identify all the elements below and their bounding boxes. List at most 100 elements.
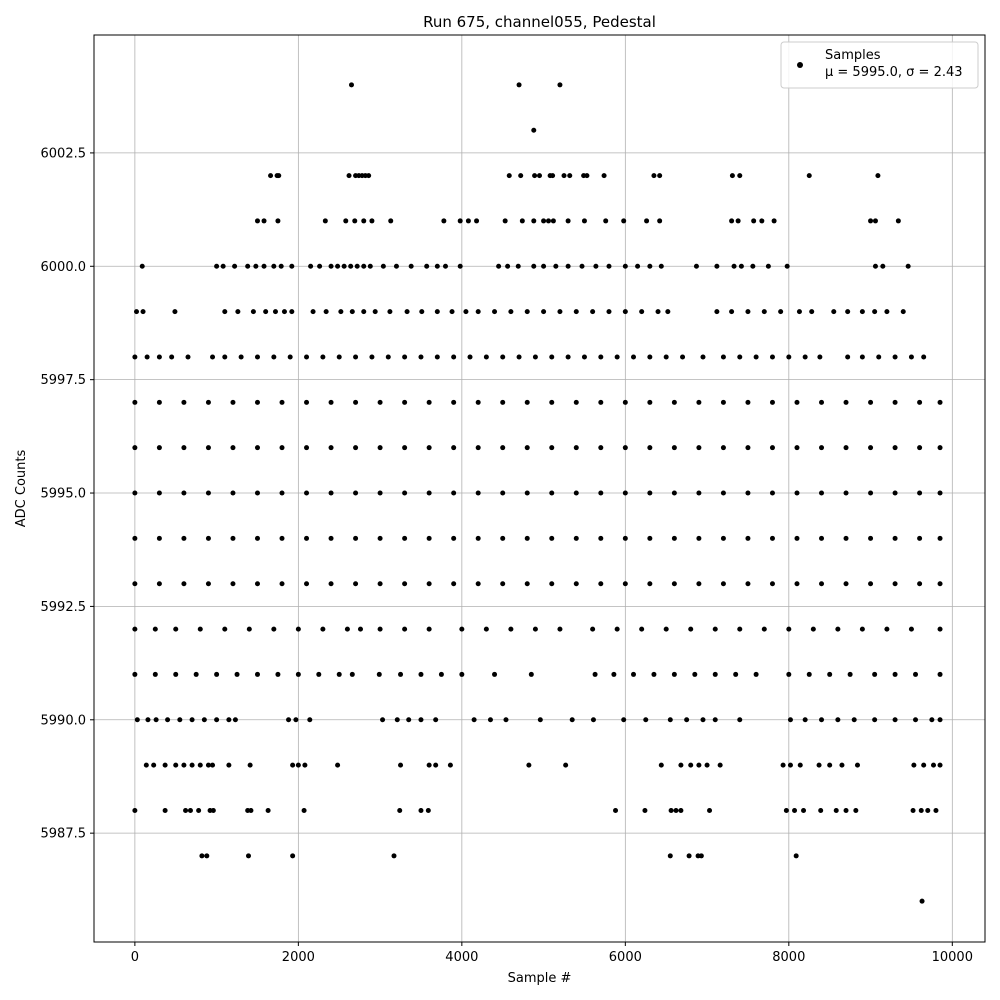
data-point	[185, 354, 191, 360]
data-point	[145, 717, 151, 723]
data-point	[173, 626, 179, 632]
data-point	[524, 535, 530, 541]
data-point	[169, 354, 175, 360]
data-point	[720, 354, 726, 360]
data-point	[937, 581, 943, 587]
data-point	[884, 626, 890, 632]
data-point	[516, 354, 522, 360]
data-point	[271, 626, 277, 632]
data-point	[434, 263, 440, 269]
data-point	[584, 173, 590, 179]
data-point	[199, 853, 205, 859]
data-point	[165, 717, 171, 723]
data-point	[532, 626, 538, 632]
y-tick-label: 5990.0	[41, 713, 87, 728]
data-point	[831, 309, 837, 315]
data-point	[598, 354, 604, 360]
data-point	[508, 626, 514, 632]
data-point	[913, 717, 919, 723]
data-point	[307, 717, 313, 723]
data-point	[917, 490, 923, 496]
data-point	[549, 535, 555, 541]
data-point	[631, 671, 637, 677]
data-point	[419, 309, 425, 315]
data-point	[892, 399, 898, 405]
data-point	[769, 581, 775, 587]
data-point	[434, 354, 440, 360]
data-point	[387, 309, 393, 315]
data-point	[402, 581, 408, 587]
data-point	[474, 218, 480, 224]
data-point	[132, 535, 138, 541]
data-point	[271, 354, 277, 360]
y-tick-label: 6002.5	[41, 146, 87, 161]
data-point	[295, 671, 301, 677]
data-point	[892, 490, 898, 496]
data-point	[573, 309, 579, 315]
data-point	[204, 853, 210, 859]
data-point	[426, 626, 432, 632]
data-point	[451, 445, 457, 451]
data-point	[238, 354, 244, 360]
data-point	[475, 535, 481, 541]
data-point	[402, 535, 408, 541]
grid-lines	[94, 35, 985, 942]
data-point	[263, 309, 269, 315]
data-point	[328, 445, 334, 451]
data-point	[707, 807, 713, 813]
data-point	[868, 581, 874, 587]
data-point	[531, 263, 537, 269]
data-point	[598, 399, 604, 405]
data-point	[134, 717, 140, 723]
data-point	[376, 671, 382, 677]
data-point	[235, 309, 241, 315]
data-point	[557, 82, 563, 88]
data-point	[220, 263, 226, 269]
data-point	[398, 762, 404, 768]
data-point	[731, 263, 737, 269]
y-tick-label: 5997.5	[41, 373, 87, 388]
data-point	[335, 762, 341, 768]
y-tick-label: 5995.0	[41, 487, 87, 502]
data-point	[819, 581, 825, 587]
data-point	[290, 853, 296, 859]
data-point	[827, 671, 833, 677]
data-point	[622, 535, 628, 541]
data-point	[418, 807, 424, 813]
data-point	[892, 535, 898, 541]
data-point	[348, 263, 354, 269]
data-point	[500, 354, 506, 360]
data-point	[729, 218, 735, 224]
data-point	[647, 581, 653, 587]
data-point	[802, 354, 808, 360]
data-point	[132, 807, 138, 813]
data-point	[451, 490, 457, 496]
data-point	[745, 535, 751, 541]
data-point	[875, 173, 881, 179]
data-point	[720, 581, 726, 587]
data-point	[704, 762, 710, 768]
data-point	[328, 399, 334, 405]
data-point	[745, 309, 751, 315]
data-point	[304, 445, 310, 451]
data-point	[279, 581, 285, 587]
data-point	[398, 671, 404, 677]
data-point	[254, 581, 260, 587]
data-point	[880, 263, 886, 269]
data-point	[377, 445, 383, 451]
data-point	[750, 263, 756, 269]
data-point	[868, 445, 874, 451]
data-point	[261, 218, 267, 224]
data-point	[322, 218, 328, 224]
data-point	[418, 354, 424, 360]
data-point	[404, 309, 410, 315]
data-point	[426, 762, 432, 768]
data-point	[933, 807, 939, 813]
data-point	[503, 717, 509, 723]
data-point	[553, 263, 559, 269]
data-point	[761, 309, 767, 315]
data-point	[496, 263, 502, 269]
data-point	[132, 445, 138, 451]
